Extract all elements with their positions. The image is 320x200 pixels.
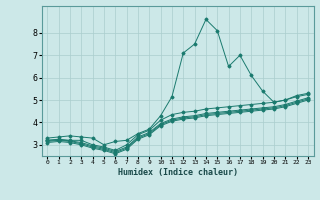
X-axis label: Humidex (Indice chaleur): Humidex (Indice chaleur)	[118, 168, 237, 177]
